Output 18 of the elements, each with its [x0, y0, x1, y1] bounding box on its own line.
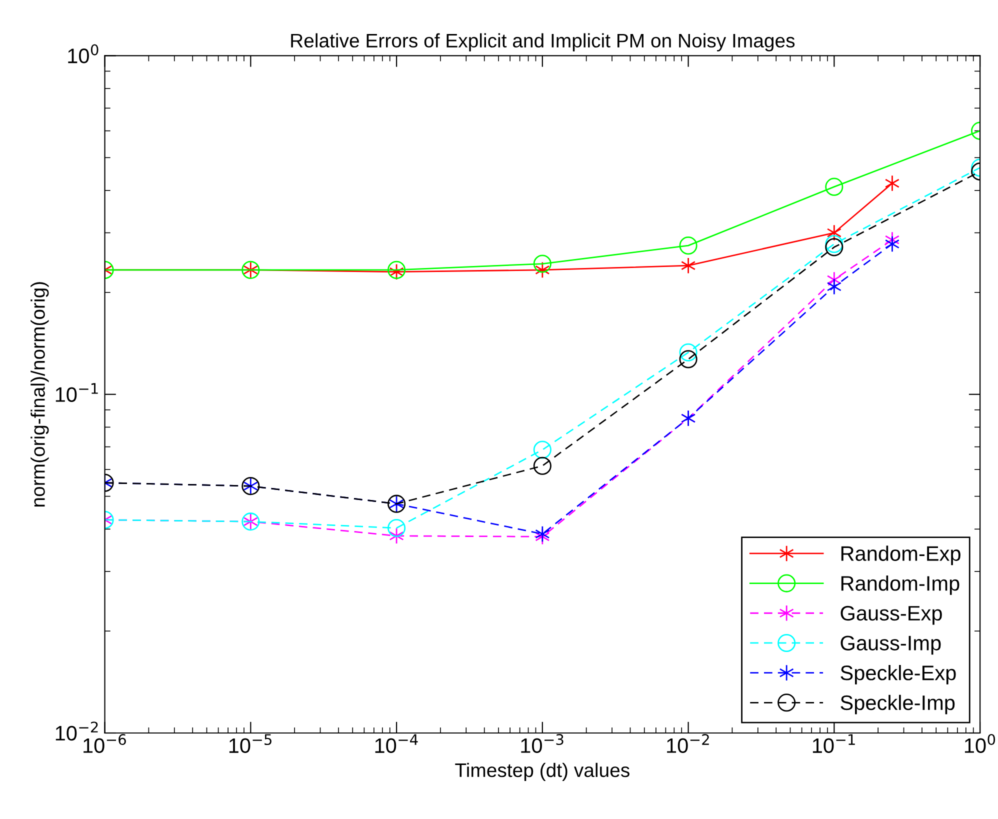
x-axis-title: Timestep (dt) values: [455, 762, 630, 781]
legend-label: Speckle-Exp: [840, 664, 956, 684]
x-tick-label: 10$^{−1}$: [812, 734, 855, 754]
x-tick-label: 10$^{−4}$: [375, 734, 418, 754]
x-tick-label: 10$^{−6}$: [84, 734, 126, 754]
legend-label: Speckle-Imp: [840, 694, 955, 714]
legend-label: Gauss-Imp: [840, 636, 941, 655]
x-tick-label: 10$^{−5}$: [229, 734, 272, 754]
y-tick-label: 10$^{0}$: [68, 44, 98, 64]
x-tick-label: 10$^{−2}$: [667, 734, 709, 754]
legend-label: Random-Exp: [841, 546, 960, 566]
y-tick-label: 10$^{−1}$: [56, 383, 98, 402]
legend-label: Gauss-Exp: [840, 606, 942, 625]
x-tick-label: 10$^{−3}$: [521, 734, 564, 754]
y-axis-title: norm(orig-final)/norm(orig): [30, 282, 49, 506]
legend-label: Random-Imp: [841, 575, 960, 595]
x-tick-label: 10$^{0}$: [964, 734, 996, 754]
chart-title: Relative Errors of Explicit and Implicit PM on Noisy Images: [291, 33, 795, 52]
